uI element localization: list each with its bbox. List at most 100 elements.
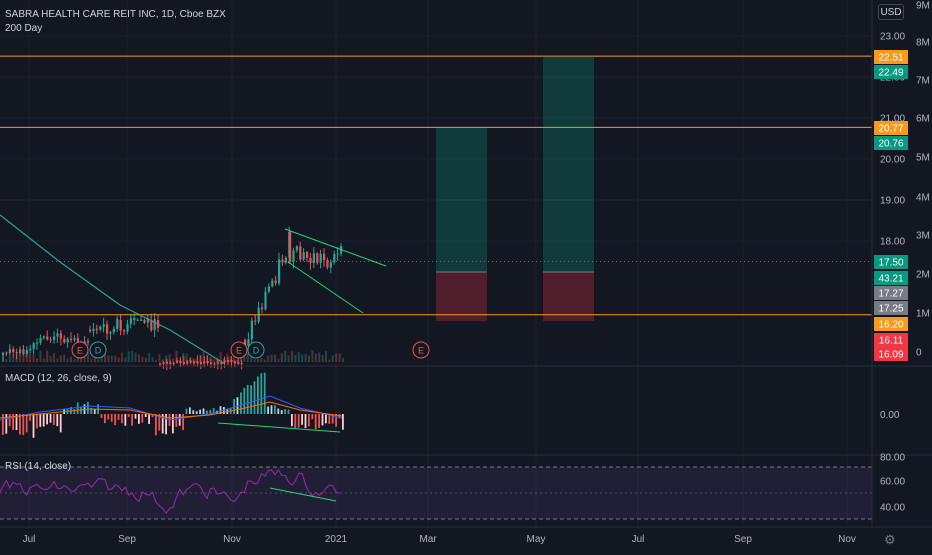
macd-bar bbox=[90, 407, 93, 414]
position-loss-zone[interactable] bbox=[436, 272, 487, 321]
macd-bar bbox=[219, 406, 222, 414]
macd-bar bbox=[124, 414, 127, 426]
volume-bar bbox=[134, 352, 137, 362]
volume-bar bbox=[117, 357, 120, 362]
price-tag-value: 16.20 bbox=[878, 320, 903, 331]
wedge-lower-trendline[interactable] bbox=[287, 261, 364, 314]
candle-body bbox=[210, 362, 213, 364]
candle-body bbox=[220, 362, 223, 364]
volume-bar bbox=[212, 359, 215, 362]
candle-body bbox=[316, 253, 319, 263]
earnings-marker[interactable] bbox=[412, 341, 430, 359]
volume-bar bbox=[110, 355, 113, 362]
rsi-axis-label: 80.00 bbox=[880, 453, 905, 464]
candle-body bbox=[189, 360, 192, 363]
volume-bar bbox=[267, 355, 270, 362]
volume-bar bbox=[59, 355, 62, 362]
event-marker-text: E bbox=[418, 346, 424, 356]
macd-bar bbox=[233, 398, 235, 414]
macd-bar bbox=[318, 414, 320, 428]
volume-bar bbox=[291, 351, 293, 362]
macd-bar bbox=[114, 414, 116, 426]
volume-bar bbox=[325, 351, 327, 362]
volume-bar bbox=[331, 355, 334, 362]
candle-body bbox=[95, 328, 98, 330]
macd-bar bbox=[22, 414, 25, 436]
price-tag bbox=[874, 333, 908, 347]
macd-divergence-line[interactable] bbox=[217, 422, 341, 433]
price-tag-value: 16.11 bbox=[879, 336, 904, 347]
macd-bar bbox=[76, 402, 79, 414]
macd-label[interactable]: MACD (12, 26, close, 9) bbox=[5, 373, 112, 384]
volume-bar bbox=[5, 358, 8, 362]
candle-body bbox=[237, 361, 240, 364]
macd-bar bbox=[134, 414, 137, 419]
candle-body bbox=[49, 339, 52, 341]
candle-body bbox=[169, 362, 172, 364]
candle-body bbox=[102, 324, 105, 327]
position-loss-zone[interactable] bbox=[543, 272, 594, 321]
volume-axis-label: 3M bbox=[916, 231, 930, 242]
price-tag-value: 17.50 bbox=[878, 258, 903, 269]
macd-bar bbox=[138, 414, 140, 424]
position-profit-zone[interactable] bbox=[436, 128, 487, 272]
macd-bar bbox=[56, 414, 59, 427]
price-tag bbox=[874, 301, 908, 315]
currency-button[interactable]: USD bbox=[878, 4, 904, 20]
macd-bar bbox=[127, 414, 130, 417]
volume-bar bbox=[297, 352, 300, 362]
macd-bar bbox=[53, 414, 55, 425]
volume-bar bbox=[209, 357, 212, 362]
volume-bar bbox=[73, 359, 76, 362]
candle-body bbox=[19, 349, 22, 354]
position-profit-zone[interactable] bbox=[543, 57, 594, 272]
candle-body bbox=[281, 259, 284, 263]
candle-body bbox=[123, 330, 126, 332]
candle-body bbox=[70, 338, 73, 340]
earnings-marker[interactable] bbox=[230, 341, 248, 359]
volume-bar bbox=[301, 354, 304, 362]
volume-bar bbox=[284, 350, 287, 362]
macd-bar bbox=[325, 414, 327, 424]
candle-body bbox=[216, 361, 219, 364]
macd-bar bbox=[15, 414, 18, 431]
macd-bar bbox=[178, 414, 181, 426]
time-axis-label: Nov bbox=[223, 534, 241, 545]
dividend-marker[interactable] bbox=[247, 341, 265, 359]
moving-average-line bbox=[0, 214, 226, 365]
volume-axis-label: 7M bbox=[916, 76, 930, 87]
dividend-marker[interactable] bbox=[89, 341, 107, 359]
candle-body bbox=[5, 352, 8, 354]
candle-body bbox=[329, 262, 332, 268]
candle-body bbox=[199, 362, 202, 364]
wedge-upper-trendline[interactable] bbox=[284, 228, 387, 267]
volume-bar bbox=[161, 359, 164, 362]
volume-bar bbox=[151, 357, 154, 362]
event-marker-text: D bbox=[253, 346, 260, 356]
volume-bar bbox=[114, 355, 117, 362]
volume-bar bbox=[32, 354, 35, 362]
volume-bar bbox=[76, 357, 79, 362]
price-tag bbox=[874, 255, 908, 269]
price-tag-value: 22.49 bbox=[878, 68, 903, 79]
volume-bar bbox=[246, 352, 249, 362]
candle-body bbox=[106, 324, 109, 334]
candle-body bbox=[309, 257, 312, 263]
rsi-divergence-line[interactable] bbox=[269, 487, 337, 502]
time-axis-label: Nov bbox=[838, 534, 856, 545]
candle-body bbox=[302, 252, 305, 260]
candle-body bbox=[292, 250, 295, 262]
volume-axis-label: 2M bbox=[916, 270, 930, 281]
earnings-marker[interactable] bbox=[71, 341, 89, 359]
candle-body bbox=[274, 280, 277, 284]
ma-indicator-label[interactable]: 200 Day bbox=[5, 23, 43, 34]
candle-body bbox=[336, 253, 339, 255]
candle-body bbox=[323, 253, 326, 260]
rsi-label[interactable]: RSI (14, close) bbox=[5, 461, 72, 472]
volume-bar bbox=[19, 357, 21, 362]
candle-body bbox=[179, 361, 182, 364]
volume-bar bbox=[63, 354, 66, 362]
gear-icon[interactable]: ⚙ bbox=[884, 532, 896, 547]
